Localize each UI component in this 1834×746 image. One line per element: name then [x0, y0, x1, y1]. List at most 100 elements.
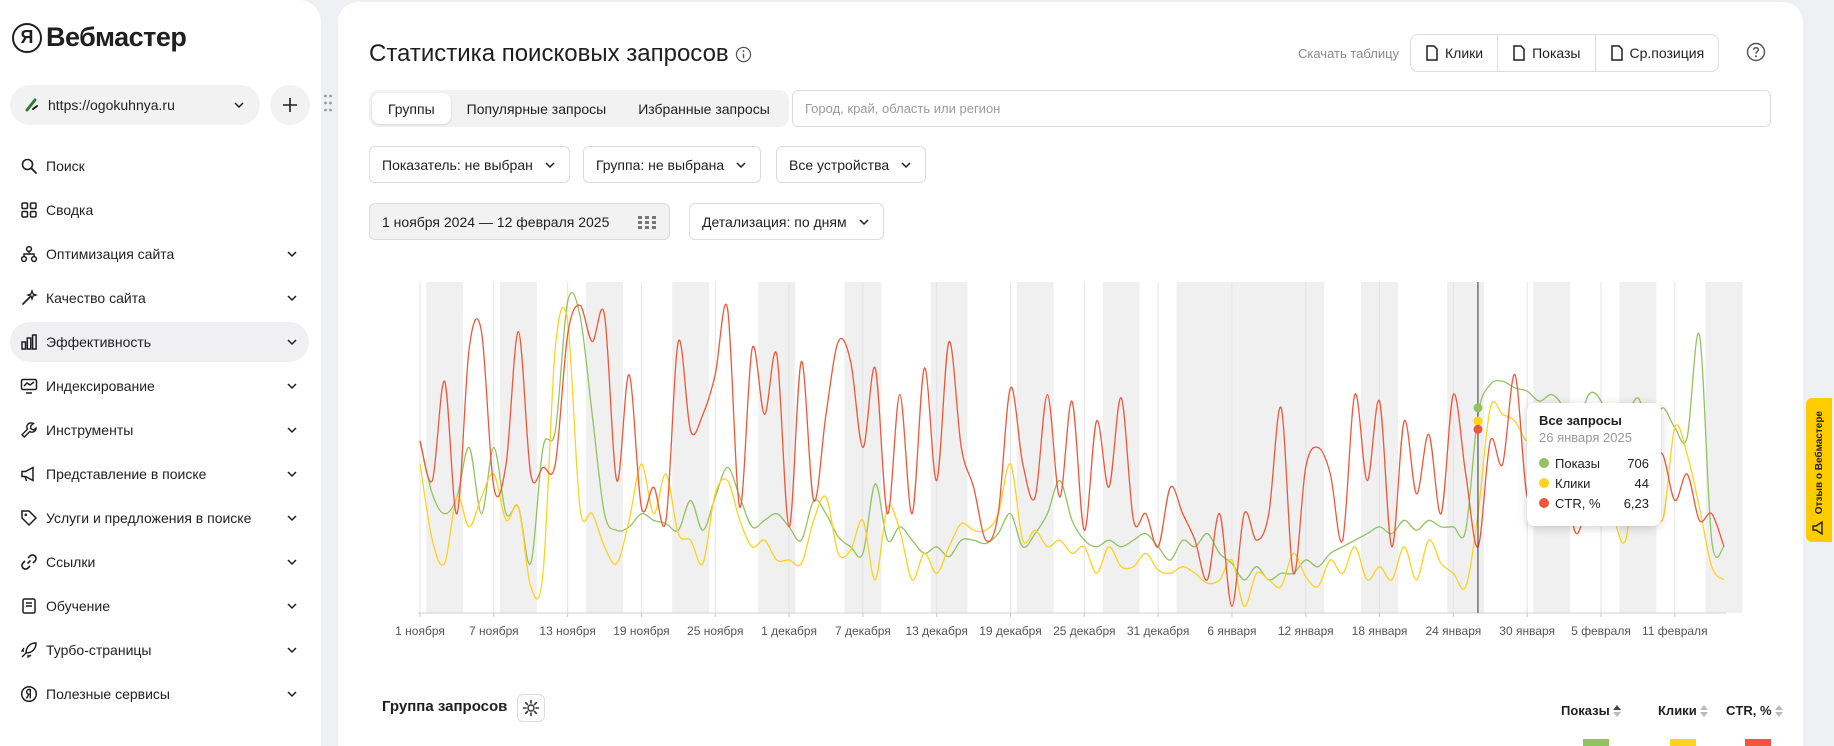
tab-popular-queries[interactable]: Популярные запросы — [466, 100, 607, 117]
sidebar-item-10[interactable]: Ссылки — [10, 542, 309, 582]
x-tick-label: 6 января — [1207, 624, 1256, 638]
page-title: Статистика поисковых запросов — [369, 40, 752, 68]
help-icon[interactable] — [1746, 42, 1766, 62]
x-tick-label: 19 ноября — [613, 624, 669, 638]
group-dropdown[interactable]: Группа: не выбрана — [583, 146, 762, 183]
add-site-button[interactable] — [270, 85, 310, 125]
download-impressions-button[interactable]: Показы — [1498, 35, 1596, 71]
x-tick-label: 25 декабря — [1053, 624, 1115, 638]
sidebar-item-1[interactable]: Поиск — [10, 146, 309, 186]
chevron-down-icon — [859, 218, 869, 225]
feedback-tab[interactable]: Отзыв о Вебмастере — [1806, 398, 1832, 542]
x-tick-label: 31 декабря — [1127, 624, 1189, 638]
megaphone-icon — [1812, 520, 1823, 536]
ctr-color-swatch — [1745, 739, 1771, 746]
devices-dropdown[interactable]: Все устройства — [776, 146, 927, 183]
gear-icon — [522, 699, 540, 717]
brand-name: Вебмастер — [46, 22, 187, 52]
table-settings-button[interactable] — [517, 694, 545, 722]
chevron-down-icon — [287, 603, 297, 610]
query-group-label: Группа запросов — [382, 698, 508, 715]
hover-point-clicks — [1473, 416, 1483, 426]
tooltip-value: 44 — [1634, 475, 1649, 491]
detail-dropdown[interactable]: Детализация: по дням — [689, 203, 884, 240]
chevron-down-icon — [287, 647, 297, 654]
group-dropdown-label: Группа: не выбрана — [596, 156, 725, 173]
column-header-label: Клики — [1658, 703, 1697, 718]
download-clicks-button[interactable]: Клики — [1411, 35, 1499, 71]
sidebar-item-label: Турбо-страницы — [46, 642, 152, 658]
monitor-icon — [20, 377, 38, 395]
clicks-color-swatch — [1670, 739, 1696, 746]
chevron-down-icon — [234, 102, 244, 109]
hover-point-impressions — [1473, 403, 1483, 413]
tooltip-value: 706 — [1627, 455, 1649, 471]
sort-icon — [1612, 704, 1621, 717]
x-tick-label: 12 января — [1278, 624, 1334, 638]
weekend-band — [758, 282, 796, 613]
x-tick-label: 30 января — [1499, 624, 1555, 638]
tooltip-label: CTR, % — [1555, 495, 1601, 511]
book-icon — [20, 597, 38, 615]
column-header-ctr[interactable]: CTR, % — [1726, 703, 1784, 718]
weekend-band — [672, 282, 710, 613]
date-range-picker[interactable]: 1 ноября 2024 — 12 февраля 2025 — [369, 203, 670, 240]
sidebar-item-11[interactable]: Обучение — [10, 586, 309, 626]
sidebar-item-label: Полезные сервисы — [46, 686, 170, 702]
sidebar-item-13[interactable]: Полезные сервисы — [10, 674, 309, 714]
page-title-text: Статистика поисковых запросов — [369, 40, 729, 67]
sidebar-item-label: Услуги и предложения в поиске — [46, 510, 252, 526]
weekend-band — [1705, 282, 1743, 613]
sidebar-item-7[interactable]: Инструменты — [10, 410, 309, 450]
chevron-down-icon — [901, 161, 911, 168]
download-button-group: Клики Показы Ср.позиция — [1410, 34, 1720, 72]
download-label: Скачать таблицу — [1298, 46, 1400, 61]
tab-favorite-queries[interactable]: Избранные запросы — [638, 100, 770, 117]
column-header-label: CTR, % — [1726, 703, 1772, 718]
series-line-impressions — [419, 291, 1725, 581]
site-selector[interactable]: https://ogokuhnya.ru — [10, 85, 260, 125]
sidebar-item-label: Ссылки — [46, 554, 96, 570]
sidebar-item-3[interactable]: Оптимизация сайта — [10, 234, 309, 274]
wrench-icon — [20, 421, 38, 439]
chevron-down-icon — [287, 471, 297, 478]
search-icon — [20, 157, 38, 175]
weekend-band — [1176, 282, 1325, 613]
weekend-band — [1102, 282, 1140, 613]
tag-icon — [20, 509, 38, 527]
file-icon — [1426, 45, 1438, 61]
plus-icon — [283, 98, 297, 112]
chevron-down-icon — [287, 251, 297, 258]
sidebar-item-8[interactable]: Представление в поиске — [10, 454, 309, 494]
chart-tooltip: Все запросы 26 января 2025 Показы 706 Кл… — [1527, 403, 1661, 526]
chevron-down-icon — [736, 161, 746, 168]
sidebar-item-9[interactable]: Услуги и предложения в поиске — [10, 498, 309, 538]
x-tick-label: 11 февраля — [1642, 624, 1708, 638]
sidebar-item-5[interactable]: Эффективность — [10, 322, 309, 362]
info-icon[interactable] — [735, 46, 752, 63]
indicator-dropdown[interactable]: Показатель: не выбран — [369, 146, 570, 183]
column-header-impressions[interactable]: Показы — [1561, 703, 1622, 718]
calendar-grid-icon — [638, 215, 656, 229]
sidebar-item-2[interactable]: Сводка — [10, 190, 309, 230]
sidebar-resize-handle-icon[interactable] — [323, 92, 333, 116]
tooltip-row-impressions: Показы 706 — [1539, 453, 1649, 473]
tooltip-value: 6,23 — [1623, 495, 1649, 511]
sidebar-item-12[interactable]: Турбо-страницы — [10, 630, 309, 670]
column-header-clicks[interactable]: Клики — [1658, 703, 1709, 718]
download-impressions-label: Показы — [1532, 45, 1581, 61]
bar-chart-icon — [20, 333, 38, 351]
sidebar-item-6[interactable]: Индексирование — [10, 366, 309, 406]
tab-groups[interactable]: Группы — [372, 93, 451, 124]
region-input[interactable] — [792, 90, 1771, 127]
weekend-band — [1016, 282, 1054, 613]
sidebar-item-4[interactable]: Качество сайта — [10, 278, 309, 318]
sort-icon — [1774, 704, 1783, 717]
devices-dropdown-label: Все устройства — [789, 156, 890, 173]
hierarchy-icon — [20, 245, 38, 263]
download-avg-position-button[interactable]: Ср.позиция — [1596, 35, 1719, 71]
logo[interactable]: Я Вебмастер — [12, 22, 187, 53]
page-scrollbar[interactable] — [1820, 0, 1834, 746]
